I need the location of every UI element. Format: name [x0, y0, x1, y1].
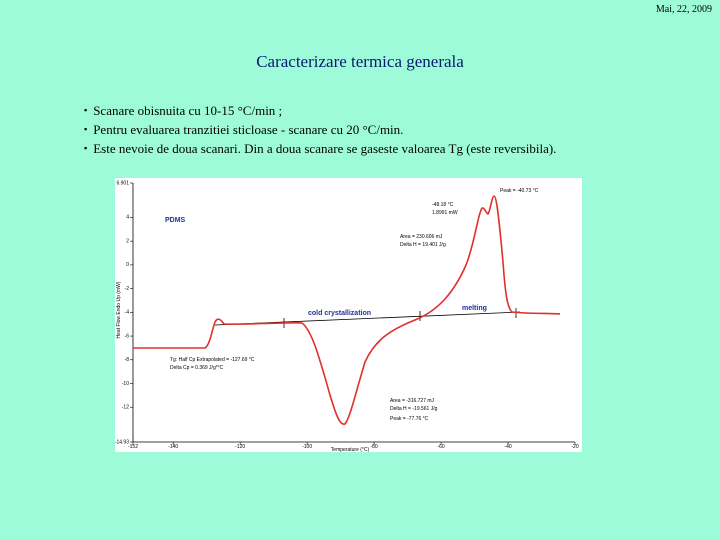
x-tick-label: -100 — [302, 444, 312, 450]
y-tick-label: -14.93 — [115, 439, 129, 445]
annotation: Delta Cp = 0.369 J/g*°C — [170, 365, 224, 371]
annotation: Delta H = -19.561 J/g — [390, 406, 438, 412]
bullet: Este nevoie de doua scanari. Din a doua … — [84, 139, 556, 158]
y-axis-label: Heat Flow Endo Up (mW) — [116, 281, 122, 338]
x-tick-label: -40 — [504, 444, 511, 450]
y-tick-label: -8 — [125, 357, 130, 363]
annotation: Area = 230.606 mJ — [400, 234, 443, 240]
annotation: melting — [462, 305, 487, 312]
x-tick-label: -152 — [128, 444, 138, 450]
y-tick-label: 2 — [126, 238, 129, 244]
annotation: Area = -316.727 mJ — [390, 398, 435, 404]
bullet: Pentru evaluarea tranzitiei sticloase - … — [84, 120, 556, 139]
y-tick-label: 4 — [126, 215, 129, 221]
bullet-list: Scanare obisnuita cu 10-15 °C/min ; Pent… — [84, 101, 556, 158]
y-tick-label: -4 — [125, 310, 130, 316]
slide-title: Caracterizare termica generala — [256, 52, 464, 71]
y-tick-label: -6 — [125, 333, 130, 339]
x-tick-label: -60 — [437, 444, 444, 450]
annotation: Peak = -40.73 °C — [500, 188, 539, 194]
annotation: Peak = -77.76 °C — [390, 416, 429, 422]
bullet: Scanare obisnuita cu 10-15 °C/min ; — [84, 101, 556, 120]
annotation: PDMS — [165, 217, 186, 224]
date: Mai, 22, 2009 — [655, 4, 712, 15]
dsc-curve — [133, 195, 561, 425]
annotation: 1.8991 mW — [432, 210, 458, 216]
y-tick-label: -12 — [122, 405, 129, 411]
annotation: cold crystallization — [308, 310, 371, 317]
y-tick-label: 0 — [126, 262, 129, 268]
figure-background — [115, 178, 582, 452]
x-tick-label: -80 — [370, 444, 377, 450]
y-tick-label: -10 — [122, 381, 129, 387]
x-axis-label: Temperature (°C) — [331, 447, 370, 453]
x-tick-label: -140 — [168, 444, 178, 450]
y-tick-label: 6.901 — [116, 180, 129, 186]
annotation: Tg: Half Cp Extrapolated = -127.69 °C — [170, 357, 255, 363]
x-tick-label: -120 — [235, 444, 245, 450]
annotation: Delta H = 19.401 J/g — [400, 242, 446, 248]
y-tick-label: -2 — [125, 286, 130, 292]
x-tick-label: -20 — [571, 444, 578, 450]
annotation: -48.18 °C — [432, 202, 454, 208]
